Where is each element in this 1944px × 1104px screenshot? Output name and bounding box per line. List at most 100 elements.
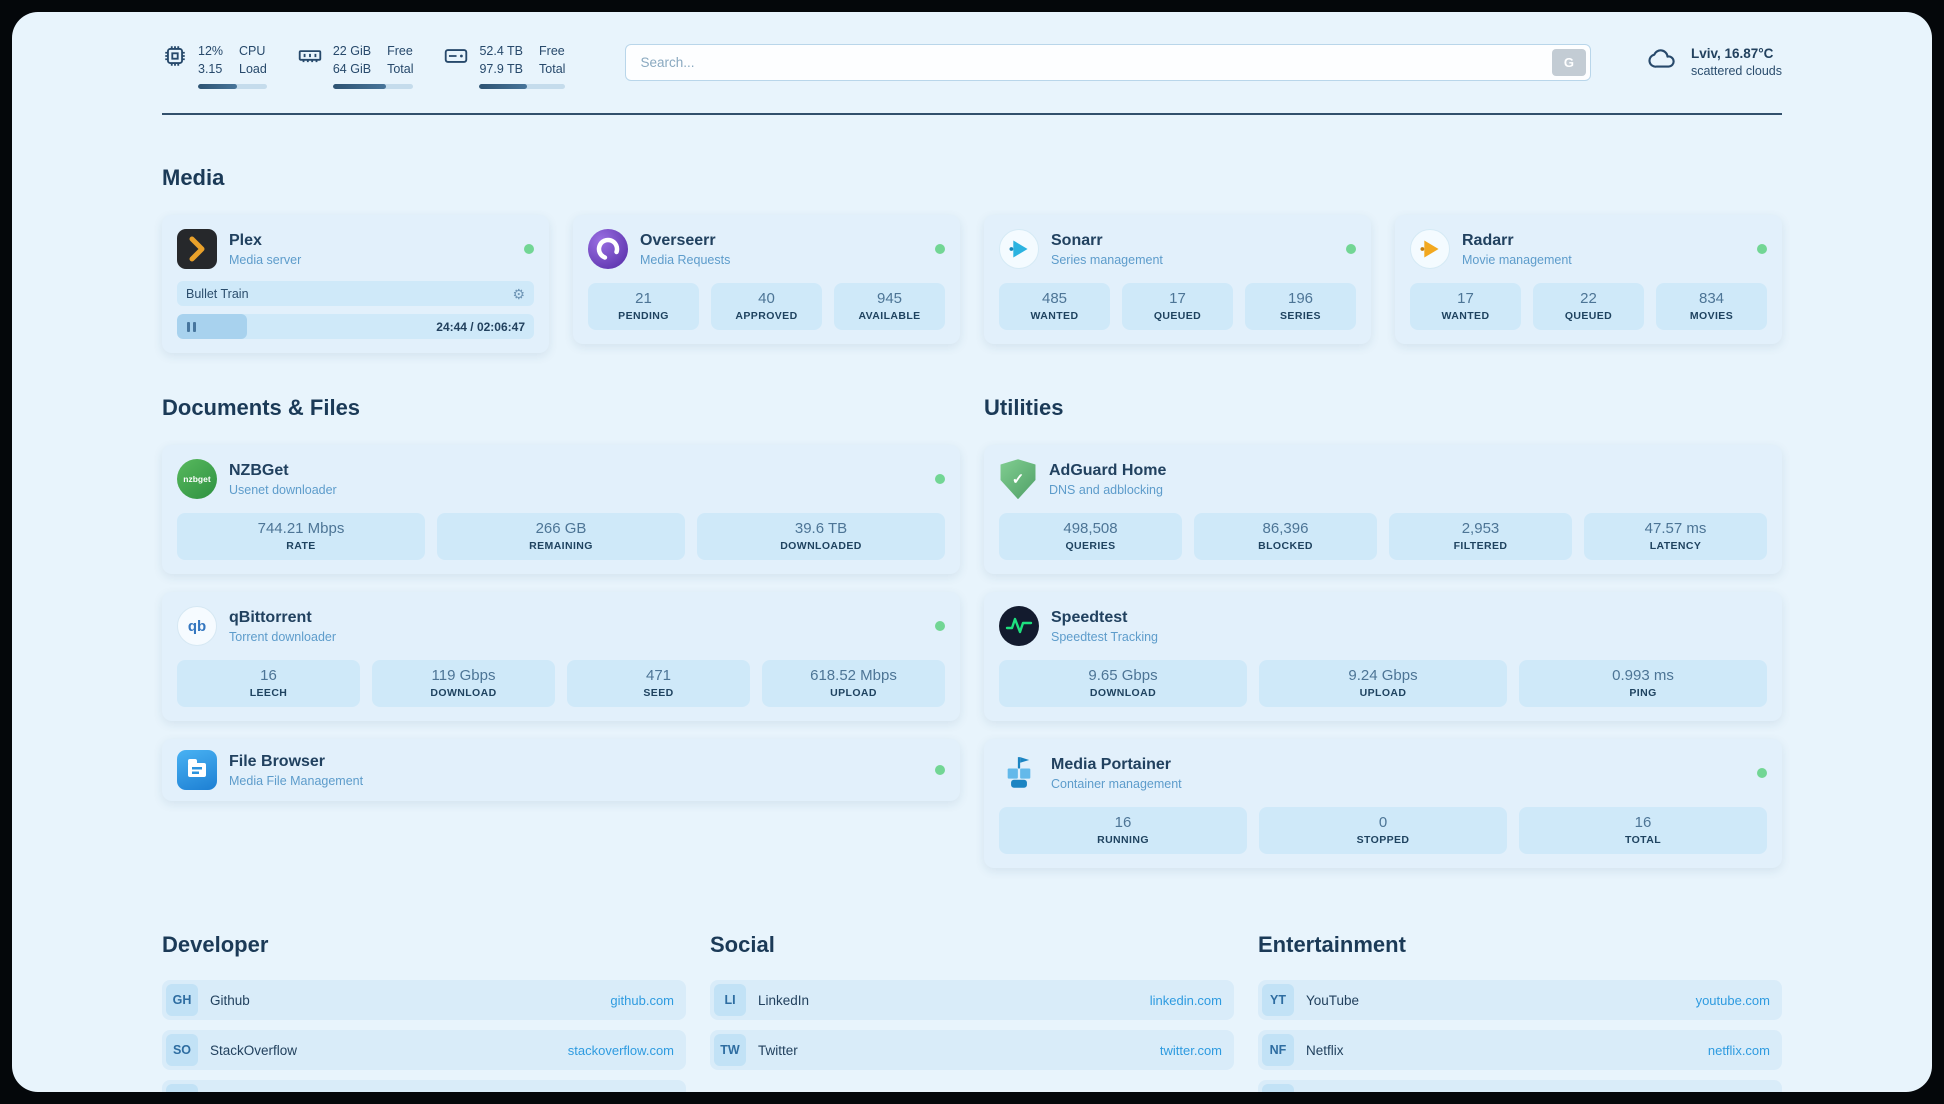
stat-label: WANTED — [1030, 310, 1079, 323]
utilities-section-title: Utilities — [984, 395, 1064, 421]
status-dot — [524, 244, 534, 255]
link-url[interactable]: netflix.com — [1707, 1042, 1770, 1058]
status-dot — [1757, 244, 1767, 255]
stat-label: WANTED — [1441, 310, 1490, 323]
overseerr-icon — [588, 229, 628, 270]
stat-value: 86,396 — [1262, 520, 1309, 538]
settings-gear-icon[interactable]: ⚙ — [512, 285, 525, 302]
search-engine-button[interactable]: G — [1551, 49, 1586, 76]
stat-label: SERIES — [1280, 310, 1321, 323]
app-name: qBittorrent — [229, 608, 312, 626]
app-card-adguard[interactable]: ✓ AdGuard Home DNS and adblocking 498,50… — [984, 445, 1782, 575]
stat-box: 21 PENDING — [588, 283, 699, 331]
stat-box: 0 STOPPED — [1259, 807, 1507, 855]
link-row-twitter[interactable]: TW Twitter twitter.com — [710, 1030, 1234, 1071]
status-dot — [1346, 244, 1356, 255]
link-url[interactable]: linkedin.com — [1149, 992, 1222, 1008]
stat-label: REMAINING — [529, 540, 593, 553]
now-playing-row: Bullet Train ⚙ — [177, 281, 534, 307]
app-card-filebrowser[interactable]: File Browser Media File Management — [162, 739, 960, 802]
stat-value: 17 — [1457, 290, 1474, 308]
cpu-load-label: Load — [239, 62, 267, 77]
disk-total-value: 97.9 TB — [479, 62, 524, 77]
app-card-nzbget[interactable]: nzbget NZBGet Usenet downloader 744.21 M… — [162, 445, 960, 575]
app-subtitle: Media server — [229, 252, 302, 267]
app-name: Plex — [229, 231, 262, 249]
stat-label: APPROVED — [735, 310, 798, 323]
app-card-qbittorrent[interactable]: qb qBittorrent Torrent downloader 16 LEE… — [162, 592, 960, 722]
app-name: Radarr — [1462, 231, 1514, 249]
app-card-speedtest[interactable]: Speedtest Speedtest Tracking 9.65 Gbps D… — [984, 592, 1782, 722]
search-input[interactable] — [625, 44, 1591, 81]
stat-box: 39.6 TB DOWNLOADED — [697, 513, 945, 561]
stat-box: 16 TOTAL — [1519, 807, 1767, 855]
stat-label: QUERIES — [1065, 540, 1116, 553]
stat-value: 0.993 ms — [1612, 667, 1674, 685]
stat-value: 21 — [635, 290, 652, 308]
link-row-netflix[interactable]: NF Netflix netflix.com — [1258, 1030, 1782, 1071]
playback-time: 24:44 / 02:06:47 — [436, 319, 525, 334]
app-card-plex[interactable]: Plex Media server Bullet Train ⚙ 24:44 /… — [162, 215, 549, 354]
stat-value: 945 — [876, 290, 903, 308]
app-card-portainer[interactable]: Media Portainer Container management 16 … — [984, 739, 1782, 869]
stat-value: 485 — [1041, 290, 1068, 308]
link-row-stackoverflow[interactable]: SO StackOverflow stackoverflow.com — [162, 1030, 686, 1071]
memory-free-label: Free — [387, 44, 413, 58]
topbar-divider — [162, 113, 1782, 116]
link-url[interactable]: stackoverflow.com — [567, 1042, 674, 1058]
portainer-icon — [999, 753, 1039, 793]
app-card-overseerr[interactable]: Overseerr Media Requests 21 PENDING 40 A… — [573, 215, 960, 345]
pause-icon[interactable] — [187, 321, 196, 332]
plex-icon — [177, 229, 217, 270]
link-name: LinkedIn — [758, 992, 810, 1008]
link-name: Github — [210, 992, 250, 1008]
cloud-icon — [1645, 44, 1681, 79]
stat-box: 16 RUNNING — [999, 807, 1247, 855]
stat-label: RATE — [286, 540, 316, 553]
documents-section-title: Documents & Files — [162, 395, 361, 421]
link-row-github[interactable]: GH Github github.com — [162, 980, 686, 1021]
cpu-usage-bar — [198, 84, 267, 90]
status-dot — [1757, 768, 1767, 779]
social-links-section: Social LI LinkedIn linkedin.com TW Twitt… — [710, 932, 1234, 1071]
stat-label: SEED — [643, 687, 674, 700]
stat-value: 39.6 TB — [794, 520, 848, 538]
app-name: Sonarr — [1051, 231, 1103, 249]
link-url[interactable]: youtube.com — [1695, 992, 1770, 1008]
stat-box: 16 LEECH — [177, 660, 360, 708]
playback-progress-bar[interactable]: 24:44 / 02:06:47 — [177, 314, 534, 340]
disk-free-value: 52.4 TB — [479, 44, 524, 58]
top-bar: 12% 3.15 CPU Load — [162, 42, 1782, 90]
link-row-linkedin[interactable]: LI LinkedIn linkedin.com — [710, 980, 1234, 1021]
speedtest-icon — [999, 606, 1039, 647]
link-url[interactable]: github.com — [610, 992, 674, 1008]
stat-box: 618.52 Mbps UPLOAD — [762, 660, 945, 708]
stat-box: 119 Gbps DOWNLOAD — [372, 660, 555, 708]
disk-widget: 52.4 TB 97.9 TB Free Total — [443, 42, 566, 90]
link-row-dev[interactable]: DT DEV dev.to — [162, 1080, 686, 1092]
adguard-check-glyph: ✓ — [1011, 471, 1025, 489]
stat-box: 196 SERIES — [1245, 283, 1356, 331]
link-url[interactable]: twitter.com — [1159, 1042, 1222, 1058]
hard-drive-icon — [443, 43, 469, 89]
stat-value: 16 — [260, 667, 277, 685]
link-row-youtube[interactable]: YT YouTube youtube.com — [1258, 980, 1782, 1021]
entertainment-section-title: Entertainment — [1258, 932, 1406, 958]
weather-widget: Lviv, 16.87°C scattered clouds — [1645, 44, 1782, 79]
status-dot — [935, 765, 945, 776]
stat-value: 498,508 — [1063, 520, 1118, 538]
stat-box: 17 QUEUED — [1122, 283, 1233, 331]
stat-label: PENDING — [618, 310, 669, 323]
media-section-title: Media — [162, 165, 225, 191]
disk-usage-bar — [479, 84, 566, 90]
app-subtitle: Series management — [1051, 252, 1163, 267]
stat-label: DOWNLOADED — [780, 540, 862, 553]
app-card-sonarr[interactable]: Sonarr Series management 485 WANTED 17 Q… — [984, 215, 1371, 345]
app-card-radarr[interactable]: Radarr Movie management 17 WANTED 22 QUE… — [1395, 215, 1782, 345]
memory-free-value: 22 GiB — [332, 44, 372, 58]
stat-value: 196 — [1287, 290, 1314, 308]
link-row-reddit[interactable]: RE Reddit reddit.com — [1258, 1080, 1782, 1092]
social-section-title: Social — [710, 932, 775, 958]
stat-box: 9.65 Gbps DOWNLOAD — [999, 660, 1247, 708]
qbittorrent-icon: qb — [177, 606, 217, 647]
